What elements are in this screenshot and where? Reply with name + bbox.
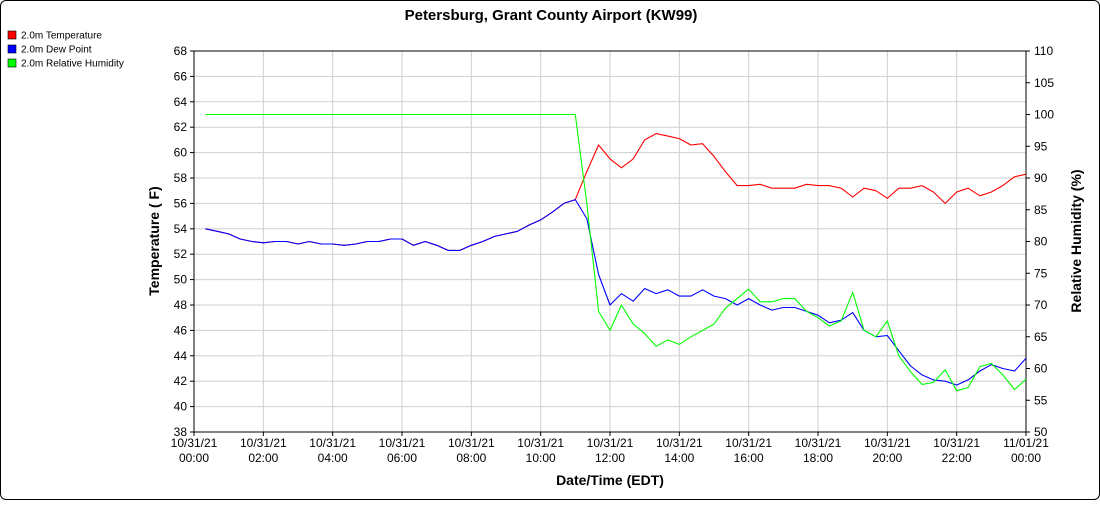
x-tick-date-label: 10/31/21: [933, 436, 980, 450]
x-tick-date-label: 10/31/21: [795, 436, 842, 450]
series-line-3: [205, 113, 1027, 392]
y-right-tick-label: 100: [1034, 108, 1054, 122]
x-axis-label: Date/Time (EDT): [556, 472, 664, 488]
y-right-tick-label: 110: [1034, 44, 1053, 58]
y-left-tick-label: 68: [174, 44, 188, 58]
x-tick-date-label: 10/31/21: [864, 436, 911, 450]
y-left-tick-label: 50: [174, 273, 188, 287]
legend-label: 2.0m Relative Humidity: [21, 59, 124, 70]
x-tick-time-label: 12:00: [595, 451, 625, 465]
y-right-tick-label: 50: [1034, 425, 1048, 439]
x-tick-date-label: 10/31/21: [379, 436, 426, 450]
y-left-tick-label: 38: [174, 425, 188, 439]
x-tick-time-label: 14:00: [664, 451, 694, 465]
legend-swatch: [7, 58, 17, 68]
x-tick-date-label: 10/31/21: [656, 436, 703, 450]
x-tick-date-label: 10/31/21: [587, 436, 634, 450]
series-layer: [205, 113, 1027, 392]
y-left-tick-label: 54: [174, 222, 188, 236]
y-right-tick-label: 60: [1034, 362, 1048, 376]
x-tick-time-label: 02:00: [248, 451, 278, 465]
x-axis-ticks: 10/31/2100:0010/31/2102:0010/31/2104:001…: [171, 432, 1049, 465]
y-right-tick-label: 75: [1034, 266, 1048, 280]
x-tick-time-label: 10:00: [526, 451, 556, 465]
y-right-tick-label: 90: [1034, 171, 1048, 185]
y-axis-right-ticks: 50 55 60 65 70 75 80 85 90 95 100 105 110: [1026, 44, 1054, 439]
y-right-tick-label: 105: [1034, 76, 1054, 90]
y-left-tick-label: 52: [174, 247, 188, 261]
y-left-tick-label: 56: [174, 196, 188, 210]
x-tick-time-label: 04:00: [318, 451, 348, 465]
y-left-tick-label: 46: [174, 323, 188, 337]
legend-swatch: [7, 44, 17, 54]
y-left-tick-label: 60: [174, 146, 188, 160]
y-right-tick-label: 95: [1034, 139, 1048, 153]
x-tick-date-label: 10/31/21: [171, 436, 218, 450]
legend-label: 2.0m Dew Point: [21, 45, 92, 56]
y-axis-right-label: Relative Humidity (%): [1068, 169, 1084, 312]
y-axis-left-ticks: 38 40 42 44 46 48 50 52 54 56 58 60 62 64 66 68: [174, 44, 194, 439]
y-right-tick-label: 85: [1034, 203, 1048, 217]
y-right-tick-label: 70: [1034, 298, 1048, 312]
x-tick-date-label: 10/31/21: [309, 436, 356, 450]
y-left-tick-label: 44: [174, 349, 188, 363]
x-tick-time-label: 00:00: [1011, 451, 1041, 465]
legend-label: 2.0m Temperature: [21, 31, 102, 42]
y-left-tick-label: 58: [174, 171, 188, 185]
y-right-tick-label: 80: [1034, 235, 1048, 249]
y-left-tick-label: 66: [174, 69, 188, 83]
gridlines: [193, 50, 1027, 433]
series-line-2: [205, 199, 1027, 386]
y-axis-left-label: Temperature ( F): [146, 186, 162, 295]
legend: 2.0m Temperature 2.0m Dew Point 2.0m Relat…: [7, 30, 124, 70]
x-tick-date-label: 10/31/21: [517, 436, 564, 450]
x-tick-date-label: 11/01/21: [1003, 436, 1049, 450]
x-tick-date-label: 10/31/21: [240, 436, 287, 450]
y-right-tick-label: 65: [1034, 330, 1048, 344]
y-left-tick-label: 62: [174, 120, 188, 134]
x-tick-time-label: 20:00: [872, 451, 902, 465]
y-right-tick-label: 55: [1034, 393, 1048, 407]
x-tick-time-label: 00:00: [179, 451, 209, 465]
x-tick-time-label: 16:00: [734, 451, 764, 465]
x-tick-time-label: 22:00: [942, 451, 972, 465]
chart-title: Petersburg, Grant County Airport (KW99): [405, 7, 698, 24]
x-tick-time-label: 06:00: [387, 451, 417, 465]
series-line-1: [205, 133, 1027, 251]
legend-swatch: [7, 30, 17, 40]
x-tick-date-label: 10/31/21: [448, 436, 495, 450]
x-tick-time-label: 18:00: [803, 451, 833, 465]
y-left-tick-label: 64: [174, 95, 188, 109]
y-left-tick-label: 42: [174, 374, 188, 388]
y-left-tick-label: 40: [174, 400, 188, 414]
x-tick-date-label: 10/31/21: [725, 436, 772, 450]
x-tick-time-label: 08:00: [456, 451, 486, 465]
y-left-tick-label: 48: [174, 298, 188, 312]
